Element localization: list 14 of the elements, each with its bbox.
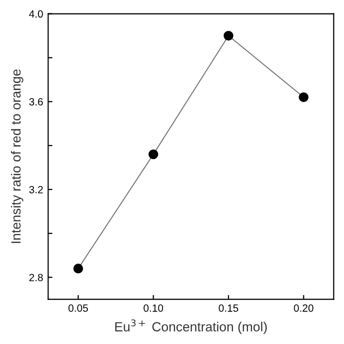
- point: [224, 30, 234, 41]
- point: [298, 92, 308, 102]
- x-tick-label: 0.10: [144, 304, 164, 312]
- y-tick-label: 2.8: [29, 274, 43, 282]
- x-tick-label: 0.15: [218, 304, 238, 312]
- point: [73, 264, 84, 274]
- y-axis-title: Intensity ratio of red to orange: [10, 69, 24, 243]
- y-tick-label: 3.6: [29, 98, 43, 106]
- x-tick-label: 0.20: [294, 304, 314, 312]
- y-tick-label: 3.2: [29, 186, 43, 194]
- x-tick-label: 0.05: [68, 304, 88, 312]
- point: [148, 149, 158, 160]
- y-tick-label: 4.0: [29, 10, 43, 18]
- x-axis-title: Eu$^{3+}$ Concentration (mol): [115, 319, 267, 334]
